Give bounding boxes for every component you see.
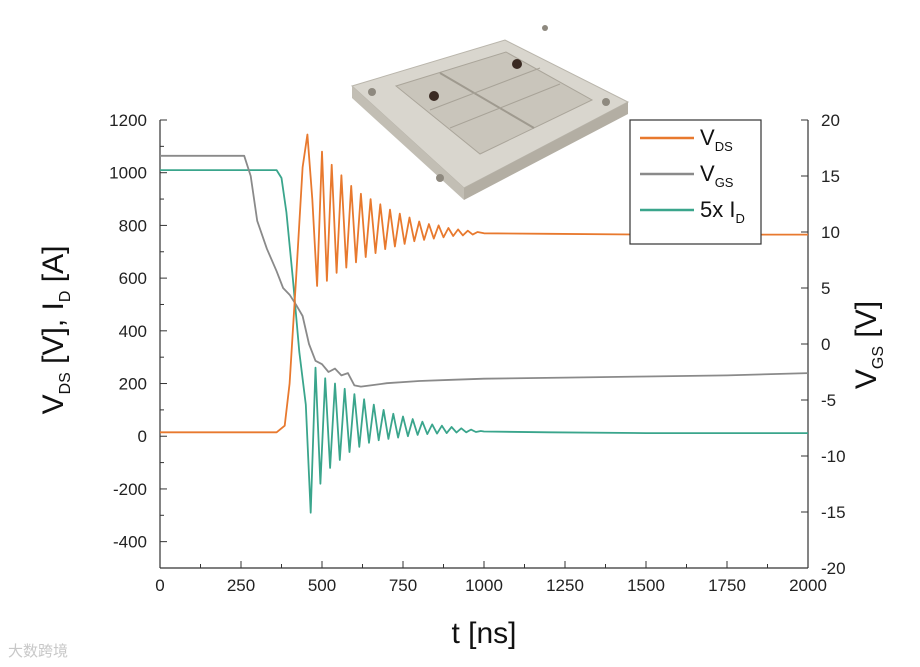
- y-left-tick-label: 600: [119, 269, 147, 288]
- y-left-tick-label: 0: [138, 427, 147, 446]
- x-axis-label: t [ns]: [451, 617, 516, 650]
- y-right-tick-label: 5: [821, 279, 830, 298]
- x-tick-label: 1250: [546, 576, 584, 595]
- y-left-tick-label: 1200: [109, 111, 147, 130]
- series-line-v-ds: [160, 133, 808, 434]
- legend-box: [629, 119, 762, 245]
- x-tick-label: 1750: [708, 576, 746, 595]
- y-right-label-v: V: [850, 369, 883, 389]
- x-tick-label: 750: [389, 576, 417, 595]
- y-left-label-sub-ds: DS: [57, 372, 74, 394]
- y-left-tick-label: -400: [113, 533, 147, 552]
- y-right-tick-label: -20: [821, 559, 846, 578]
- y-right-tick-label: 20: [821, 111, 840, 130]
- y-right-label-end: [V]: [850, 301, 883, 346]
- y-right-tick-label: -5: [821, 391, 836, 410]
- y-left-label-end: [A]: [37, 246, 70, 291]
- y-left-label-mid: [V], I: [37, 302, 70, 372]
- ticks-layer: 0 250 500 750 1000 1250 1500 1750 2000-400-20002…: [109, 111, 845, 595]
- module-photo: [351, 25, 630, 200]
- y-left-tick-label: 1000: [109, 164, 147, 183]
- y-right-tick-label: -10: [821, 447, 846, 466]
- y-left-tick-label: 400: [119, 322, 147, 341]
- y-left-tick-label: 800: [119, 216, 147, 235]
- x-tick-label: 1000: [465, 576, 503, 595]
- series-line-v-gs: [160, 154, 809, 388]
- watermark: 大数跨境: [8, 643, 69, 660]
- x-tick-label: 500: [308, 576, 336, 595]
- y-right-tick-label: 0: [821, 335, 830, 354]
- series-line-5x-i-d: [160, 169, 808, 514]
- legend-label-id: 5x ID: [700, 197, 745, 226]
- y-left-label-sub-d: D: [57, 291, 74, 303]
- y-right-tick-label: 10: [821, 223, 840, 242]
- legend-label-vgs: VGS: [700, 161, 734, 190]
- y-axis-right-label: VGS [V]: [850, 301, 887, 389]
- x-tick-label: 250: [227, 576, 255, 595]
- y-left-tick-label: -200: [113, 480, 147, 499]
- legend: VDS VGS 5x ID: [629, 119, 762, 245]
- y-left-label-v: V: [37, 394, 70, 414]
- series-layer: [160, 133, 809, 514]
- y-left-tick-label: 200: [119, 375, 147, 394]
- y-right-label-sub: GS: [870, 346, 887, 369]
- y-right-tick-label: 15: [821, 167, 840, 186]
- x-tick-label: 2000: [789, 576, 827, 595]
- x-tick-label: 1500: [627, 576, 665, 595]
- x-tick-label: 0: [155, 576, 164, 595]
- y-right-tick-label: -15: [821, 503, 846, 522]
- y-axis-left-label: VDS [V], ID [A]: [37, 246, 74, 415]
- legend-label-vds: VDS: [700, 125, 733, 154]
